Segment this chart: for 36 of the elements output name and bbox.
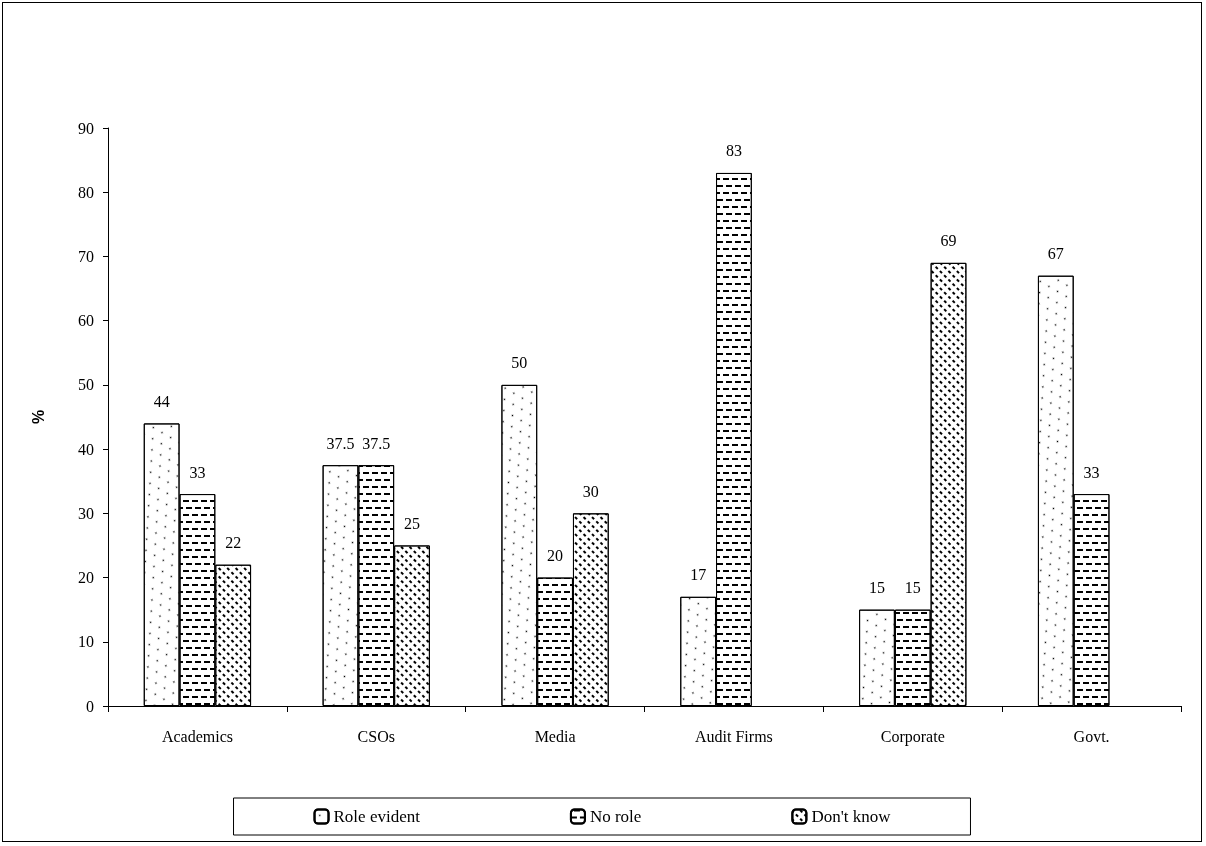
data-label: 15: [868, 579, 885, 597]
data-label: 33: [1083, 463, 1100, 481]
x-tick-label: Audit Firms: [695, 727, 773, 745]
y-tick-label: 90: [78, 119, 94, 137]
data-label: 83: [725, 142, 742, 160]
x-tick-label: Govt.: [1073, 727, 1110, 745]
data-label: 37.5: [326, 434, 355, 452]
data-label: 50: [511, 354, 528, 372]
y-tick-label: 30: [78, 504, 94, 522]
y-tick-label: 80: [78, 183, 94, 201]
y-tick-label: 0: [86, 697, 94, 715]
data-label: 44: [153, 392, 170, 410]
x-tick-label: CSOs: [357, 727, 395, 745]
y-tick-label: 10: [78, 633, 94, 651]
data-label: 15: [904, 579, 921, 597]
y-tick-label: 40: [78, 440, 94, 458]
y-tick-label: 50: [78, 376, 94, 394]
x-tick-label: Media: [534, 727, 576, 745]
data-label: 30: [582, 482, 599, 500]
y-tick-label: 20: [78, 569, 94, 587]
data-label: 20: [547, 547, 564, 565]
x-tick-label: Corporate: [880, 727, 945, 746]
data-label: 37.5: [362, 434, 391, 452]
y-tick-label: 60: [78, 312, 94, 330]
data-label: 22: [225, 534, 242, 552]
legend-label: No role: [589, 807, 642, 826]
data-label: 69: [940, 232, 957, 250]
legend-label: Don't know: [811, 807, 892, 826]
data-label: 67: [1047, 245, 1064, 263]
y-axis-title: %: [29, 409, 47, 425]
data-label: 33: [189, 463, 206, 481]
data-label: 17: [690, 566, 707, 584]
x-tick-label: Academics: [161, 727, 233, 745]
data-label: 25: [404, 514, 421, 532]
y-tick-label: 70: [78, 247, 94, 265]
legend-label: Role evident: [333, 807, 421, 826]
